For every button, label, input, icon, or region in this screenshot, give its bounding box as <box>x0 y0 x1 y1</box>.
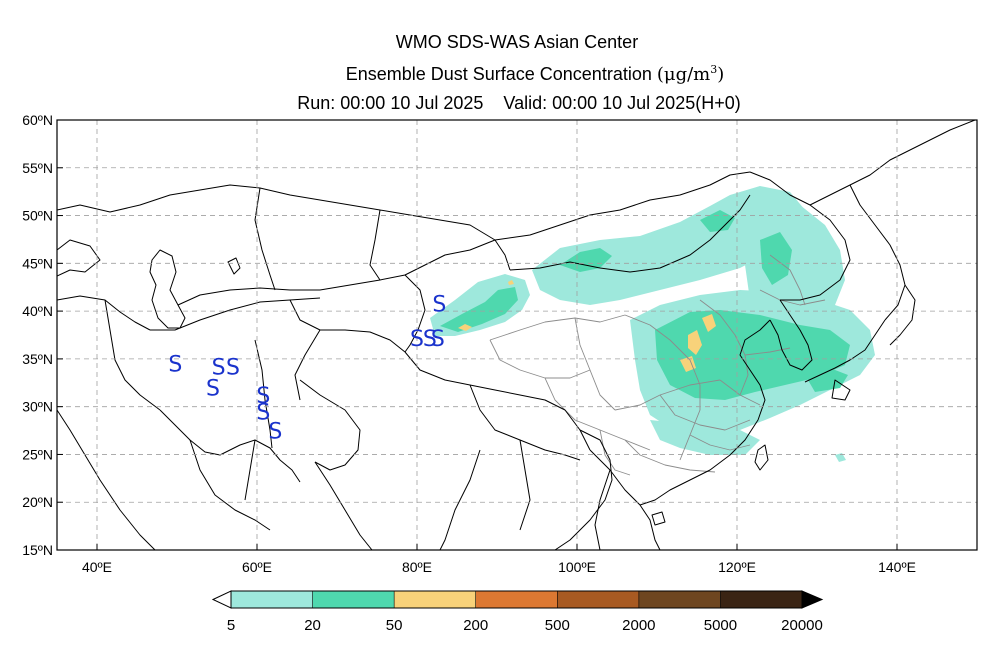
colorbar-bin <box>720 591 802 608</box>
station-marker: S <box>212 356 226 381</box>
title-line-3: Run: 00:00 10 Jul 2025 Valid: 00:00 10 Ju… <box>38 89 1000 117</box>
colorbar-over-arrow <box>801 590 824 609</box>
gridlines <box>57 120 977 550</box>
axis-ticks: 40ºE 60ºE 80ºE 100ºE 120ºE 140ºE 60ºN 55ºN 50ºN 4… <box>22 112 916 575</box>
dust-peak-plain <box>680 356 696 372</box>
coastlines-and-borders <box>57 120 976 550</box>
y-tick-label: 50ºN <box>22 208 53 224</box>
x-tick-label: 140ºE <box>878 559 916 575</box>
colorbar-bin <box>475 591 558 608</box>
y-tick-label: 40ºN <box>22 303 53 319</box>
colorbar: 5 20 50 200 500 2000 5000 20000 <box>211 590 824 634</box>
x-tick-label: 120ºE <box>718 559 756 575</box>
colorbar-label: 200 <box>463 617 488 634</box>
colorbar-label: 2000 <box>622 617 655 634</box>
dust-peak-tarim <box>458 324 472 331</box>
dust-peak-tarim-2 <box>508 280 514 285</box>
station-marker: S <box>256 384 270 409</box>
title-product: Ensemble Dust Surface Concentration <box>345 64 652 84</box>
y-tick-label: 35ºN <box>22 351 53 367</box>
y-tick-label: 25ºN <box>22 446 53 462</box>
colorbar-bin <box>638 591 721 608</box>
run-time: Run: 00:00 10 Jul 2025 <box>297 93 484 113</box>
y-tick-label: 55ºN <box>22 160 53 176</box>
dust-core-northeast <box>760 232 792 285</box>
colorbar-bin <box>394 591 476 608</box>
dust-core-gobi <box>560 248 612 272</box>
map-frame <box>56 119 978 551</box>
dust-core-japan <box>805 368 848 392</box>
colorbar-bin <box>557 591 639 608</box>
title-unit: (μg/m3) <box>656 63 725 85</box>
colorbar-label: 50 <box>386 617 403 634</box>
y-tick-label: 45ºN <box>22 255 53 271</box>
x-tick-label: 60ºE <box>242 559 272 575</box>
x-tick-label: 80ºE <box>402 559 432 575</box>
y-tick-label: 60ºN <box>22 112 53 128</box>
station-marker: S <box>423 327 437 352</box>
province-borders <box>489 254 826 476</box>
y-tick-label: 20ºN <box>22 494 53 510</box>
dust-speck-sea <box>835 453 846 462</box>
colorbar-under-arrow <box>211 590 232 609</box>
x-tick-label: 40ºE <box>82 559 112 575</box>
y-tick-label: 15ºN <box>22 542 53 558</box>
station-marker: S <box>432 292 446 317</box>
colorbar-label: 20 <box>304 617 321 634</box>
dust-area-south <box>650 420 760 455</box>
dust-core-tarim <box>440 287 518 332</box>
colorbar-label: 5 <box>227 617 235 634</box>
colorbar-label: 20000 <box>781 617 823 634</box>
y-tick-label: 30ºN <box>22 399 53 415</box>
country-borders <box>57 120 976 550</box>
dust-peak-loess <box>688 330 702 355</box>
station-marker: S <box>431 327 445 352</box>
station-marker: S <box>168 353 182 378</box>
colorbar-label: 5000 <box>704 617 737 634</box>
dust-concentration-field <box>430 186 875 462</box>
dust-peak-loess-2 <box>702 314 716 332</box>
station-marker: S <box>256 400 270 425</box>
station-marker: S <box>226 356 240 381</box>
station-marker: S <box>410 327 424 352</box>
colorbar-bin <box>312 591 395 608</box>
title-line-2: Ensemble Dust Surface Concentration (μg/… <box>70 56 1000 89</box>
map-title: WMO SDS-WAS Asian Center Ensemble Dust S… <box>0 28 1000 117</box>
colorbar-label: 500 <box>545 617 570 634</box>
station-marker: S <box>268 420 282 445</box>
title-line-1: WMO SDS-WAS Asian Center <box>395 32 639 52</box>
station-marker: S <box>206 377 220 402</box>
colorbar-bin <box>231 591 313 608</box>
valid-time: Valid: 00:00 10 Jul 2025(H+0) <box>503 93 741 113</box>
x-tick-label: 100ºE <box>558 559 596 575</box>
